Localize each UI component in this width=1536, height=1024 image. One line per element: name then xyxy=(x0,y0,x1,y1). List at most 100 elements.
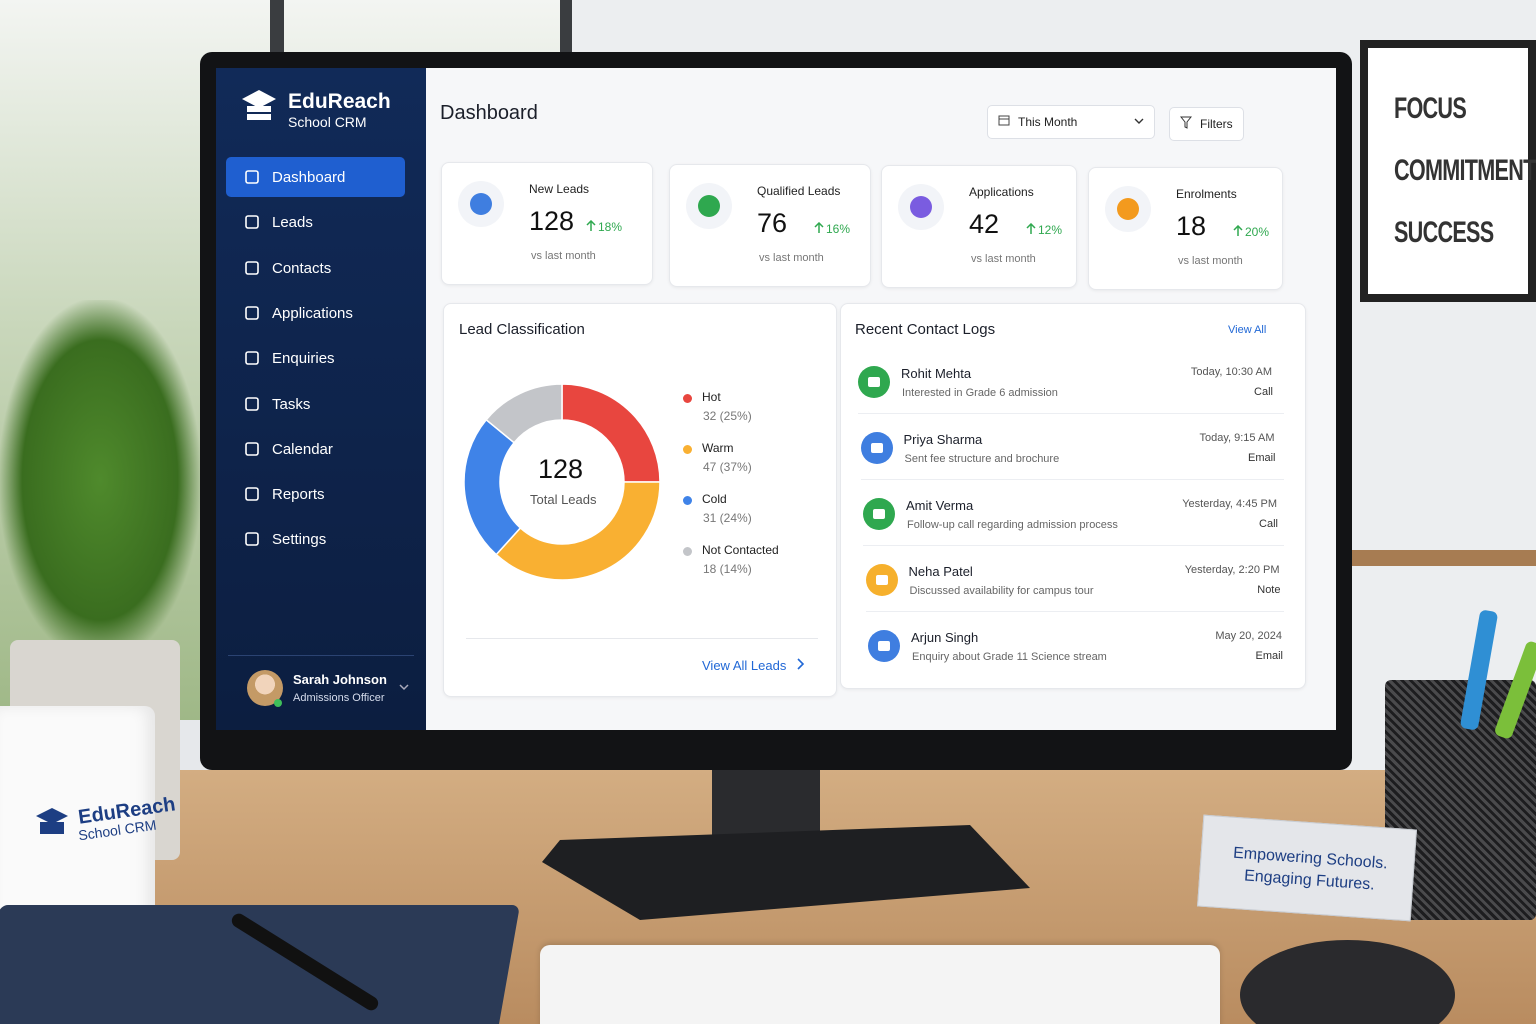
nav-item[interactable]: Tasks xyxy=(272,395,311,413)
stat-note: vs last month xyxy=(1178,254,1243,267)
brand-subtitle: School CRM xyxy=(288,114,367,130)
nav-icon xyxy=(245,487,259,501)
row-divider xyxy=(865,611,1284,612)
row-divider xyxy=(858,413,1284,414)
stat-value: 18 xyxy=(1176,210,1207,241)
legend-value: 47 (37%) xyxy=(703,460,752,474)
trend-arrow xyxy=(814,221,824,233)
stat-change: 18% xyxy=(598,220,623,234)
nav-item[interactable]: Calendar xyxy=(272,440,333,458)
stat-value: 42 xyxy=(969,209,1000,239)
trend-arrow xyxy=(586,220,596,231)
donut-segment[interactable] xyxy=(485,383,563,444)
stat-label: Qualified Leads xyxy=(757,183,841,198)
center-value: 128 xyxy=(538,454,584,484)
nav-icon xyxy=(245,532,259,547)
period-select[interactable] xyxy=(987,105,1155,139)
contact-kind: Call xyxy=(1259,518,1278,530)
nav-icon xyxy=(245,260,259,275)
nav-item[interactable]: Dashboard xyxy=(272,169,346,186)
contact-icon xyxy=(858,366,890,398)
nav-icon xyxy=(245,396,259,411)
legend-dot xyxy=(683,445,692,454)
contact-icon xyxy=(863,498,895,530)
chevron xyxy=(1134,118,1144,124)
poster xyxy=(1360,40,1536,302)
status-dot xyxy=(274,699,282,707)
contact-name: Arjun Singh xyxy=(911,630,979,645)
link-arrow xyxy=(797,658,805,670)
contact-time: May 20, 2024 xyxy=(1215,630,1282,642)
nav-item[interactable]: Enquiries xyxy=(272,350,335,368)
user-divider xyxy=(228,655,414,656)
poster-word: SUCCESS xyxy=(1394,216,1494,249)
view-all[interactable]: View All xyxy=(1228,324,1267,336)
mouse xyxy=(1240,940,1455,1024)
contact-detail: Follow-up call regarding admission proce… xyxy=(907,519,1118,531)
contact-name: Amit Verma xyxy=(906,498,974,513)
poster-word: FOCUS xyxy=(1394,92,1467,125)
contact-time: Yesterday, 2:20 PM xyxy=(1184,564,1280,576)
contact-icon xyxy=(860,432,893,464)
contact-icon xyxy=(868,630,900,662)
row-divider xyxy=(863,545,1284,546)
user-menu[interactable] xyxy=(398,683,410,693)
stat-icon xyxy=(686,182,732,229)
legend-value: 32 (25%) xyxy=(703,409,752,423)
stat-note: vs last month xyxy=(971,253,1036,265)
contact-detail: Discussed availability for campus tour xyxy=(909,585,1094,597)
legend-label: Hot xyxy=(702,390,721,404)
legend-dot xyxy=(683,547,692,556)
stat-change: 12% xyxy=(1038,223,1063,237)
mug-logo xyxy=(36,808,68,834)
contact-detail: Enquiry about Grade 11 Science stream xyxy=(912,651,1107,663)
shelf xyxy=(1340,550,1536,566)
nav-item[interactable]: Settings xyxy=(272,531,327,549)
stat-note: vs last month xyxy=(531,250,596,262)
stat-note: vs last month xyxy=(759,251,824,264)
stat-change: 20% xyxy=(1245,224,1270,239)
stat-label: New Leads xyxy=(529,182,590,196)
brand: EduReach xyxy=(288,90,391,113)
contact-icon xyxy=(865,564,898,596)
filters: Filters xyxy=(1200,117,1233,131)
contact-time: Today, 9:15 AM xyxy=(1199,432,1275,444)
stat-icon xyxy=(1105,185,1151,232)
contact-time: Yesterday, 4:45 PM xyxy=(1182,498,1277,510)
row-divider xyxy=(860,479,1284,480)
nav-item[interactable]: Contacts xyxy=(272,259,332,277)
card-divider xyxy=(466,638,818,639)
trend-arrow xyxy=(1026,223,1036,234)
nav-icon xyxy=(245,170,259,184)
user-role: Admissions Officer xyxy=(293,692,385,704)
poster-word: COMMITMENT xyxy=(1394,154,1536,187)
user-name: Sarah Johnson xyxy=(293,672,387,687)
view-all-leads[interactable]: View All Leads xyxy=(702,658,787,673)
period: This Month xyxy=(1018,115,1078,129)
contact-detail: Sent fee structure and brochure xyxy=(904,453,1060,465)
nav-icon xyxy=(245,351,259,365)
legend-value: 31 (24%) xyxy=(703,511,752,525)
filters-button[interactable] xyxy=(1169,107,1244,141)
legend-label: Not Contacted xyxy=(702,543,779,557)
plant xyxy=(0,300,200,660)
legend-label: Warm xyxy=(702,441,734,455)
nav-item[interactable]: Applications xyxy=(272,304,353,322)
legend-dot xyxy=(683,394,692,403)
nav-item[interactable]: Leads xyxy=(272,214,313,232)
calendar-icon xyxy=(998,115,1010,126)
stat-icon xyxy=(458,181,504,227)
contact-kind: Email xyxy=(1247,452,1276,464)
page-title: Dashboard xyxy=(440,102,538,124)
stat-label: Applications xyxy=(969,185,1034,199)
nav-item[interactable]: Reports xyxy=(272,486,325,504)
donut-segment[interactable] xyxy=(495,481,661,581)
contact-kind: Note xyxy=(1257,584,1281,596)
stat-icon xyxy=(898,184,944,230)
contact-detail: Interested in Grade 6 admission xyxy=(902,387,1058,399)
contact-time: Today, 10:30 AM xyxy=(1190,366,1272,378)
legend-label: Cold xyxy=(702,492,727,506)
legend-value: 18 (14%) xyxy=(703,562,752,576)
